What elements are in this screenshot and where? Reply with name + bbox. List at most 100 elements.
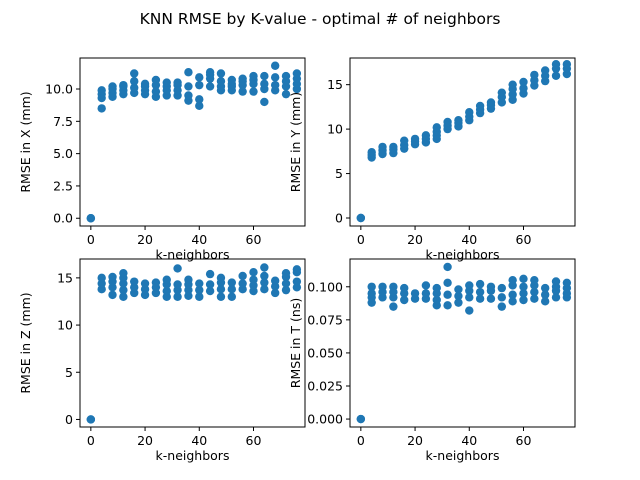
data-point xyxy=(378,142,387,152)
data-point xyxy=(260,79,269,89)
data-point xyxy=(151,75,161,85)
data-point xyxy=(270,61,280,70)
data-point xyxy=(195,285,204,295)
x-tick-label: 60 xyxy=(246,433,262,448)
data-point xyxy=(270,73,280,82)
y-tick-label: 5.0 xyxy=(53,146,73,161)
data-point xyxy=(216,273,226,283)
data-point xyxy=(292,265,302,274)
data-point xyxy=(497,302,507,311)
axes-frame-x xyxy=(79,57,306,227)
data-point xyxy=(530,70,539,80)
data-point xyxy=(551,71,561,80)
data-point xyxy=(205,269,215,279)
data-point xyxy=(130,277,139,286)
y-tick-label: 0.050 xyxy=(307,345,343,360)
data-point xyxy=(465,281,474,290)
x-axis-label-y: k-neighbors xyxy=(426,247,500,262)
data-point xyxy=(151,278,161,287)
data-point xyxy=(486,98,496,107)
data-point xyxy=(530,287,539,297)
data-point xyxy=(205,68,215,77)
data-point xyxy=(281,268,291,278)
data-point xyxy=(227,285,237,294)
subplot-x: 0 20 40 60 0.0 2.5 5.0 7.5 10.0 k-neighbors RMSE i… xyxy=(18,57,306,262)
data-point xyxy=(519,274,528,284)
data-point xyxy=(260,285,269,294)
data-point xyxy=(195,292,204,301)
x-tick-label: 40 xyxy=(461,433,477,448)
data-point xyxy=(130,77,139,86)
data-point xyxy=(519,295,528,305)
data-point xyxy=(400,283,409,293)
data-point xyxy=(508,290,517,299)
data-point xyxy=(432,295,441,305)
data-point xyxy=(367,148,376,157)
data-point xyxy=(443,117,452,127)
data-point xyxy=(249,71,258,81)
data-point xyxy=(432,123,441,132)
y-tick-label: 15 xyxy=(327,77,343,92)
data-point xyxy=(540,283,550,293)
data-point xyxy=(540,297,550,306)
data-point xyxy=(530,275,539,285)
y-axis-label-z: RMSE in Z (mm) xyxy=(18,292,33,393)
data-point xyxy=(260,71,269,81)
data-point xyxy=(356,414,366,424)
data-point xyxy=(410,134,420,144)
data-point xyxy=(119,268,128,278)
scatter-points-y xyxy=(356,60,572,223)
data-point xyxy=(443,301,452,310)
y-tick-label: 10.0 xyxy=(45,82,73,97)
data-point xyxy=(475,101,485,111)
data-point xyxy=(421,131,431,140)
data-point xyxy=(497,293,507,302)
x-tick-label: 40 xyxy=(191,433,207,448)
data-point xyxy=(486,294,496,303)
y-tick-label: 0 xyxy=(335,211,343,226)
y-tick-label: 10 xyxy=(57,318,73,333)
y-axis-label-x: RMSE in X (mm) xyxy=(18,91,33,192)
x-tick-label: 20 xyxy=(407,232,423,247)
data-point xyxy=(281,71,291,81)
data-point xyxy=(260,97,269,107)
y-tick-label: 7.5 xyxy=(53,114,73,129)
x-tick-label: 0 xyxy=(87,433,95,448)
data-point xyxy=(195,80,204,90)
data-point xyxy=(260,271,269,281)
data-point xyxy=(454,116,463,125)
data-point xyxy=(432,283,441,293)
axes-frame-y xyxy=(349,57,576,227)
y-tick-label: 15 xyxy=(57,270,73,285)
data-point xyxy=(184,68,193,77)
x-tick-label: 40 xyxy=(191,232,207,247)
data-point xyxy=(173,292,182,301)
y-tick-label: 5 xyxy=(65,365,73,380)
x-tick-label: 60 xyxy=(516,232,532,247)
data-point xyxy=(238,279,247,288)
data-point xyxy=(389,302,398,311)
x-tick-label: 0 xyxy=(357,433,365,448)
data-point xyxy=(389,142,398,152)
data-point xyxy=(454,298,463,307)
data-point xyxy=(238,87,247,96)
data-point xyxy=(97,273,106,283)
data-point xyxy=(108,82,117,91)
x-tick-label: 0 xyxy=(357,232,365,247)
data-point xyxy=(530,294,539,303)
data-point xyxy=(130,69,139,78)
axes-frame-t xyxy=(349,258,576,428)
data-point xyxy=(130,83,139,92)
data-point xyxy=(151,87,161,96)
data-point xyxy=(140,279,150,288)
data-point xyxy=(205,82,215,91)
y-tick-label: 0 xyxy=(65,412,73,427)
scatter-points-t xyxy=(356,262,572,424)
data-point xyxy=(356,213,366,223)
data-point xyxy=(249,275,258,284)
y-tick-label: 2.5 xyxy=(53,178,73,193)
x-axis-label-z: k-neighbors xyxy=(156,448,230,463)
data-point xyxy=(519,282,528,291)
data-point xyxy=(410,289,420,298)
scatter-points-z xyxy=(86,263,302,424)
